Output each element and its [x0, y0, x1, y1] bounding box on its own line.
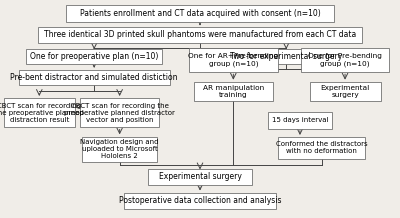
Text: AR manipulation
training: AR manipulation training [203, 85, 264, 98]
Text: Patients enrollment and CT data acquired with consent (n=10): Patients enrollment and CT data acquired… [80, 9, 320, 18]
FancyBboxPatch shape [80, 98, 159, 127]
FancyBboxPatch shape [18, 70, 170, 85]
FancyBboxPatch shape [66, 5, 334, 22]
FancyBboxPatch shape [194, 82, 273, 101]
FancyBboxPatch shape [26, 49, 162, 64]
Text: One for AR+Pre-bending
group (n=10): One for AR+Pre-bending group (n=10) [188, 53, 278, 67]
Text: Postoperative data collection and analysis: Postoperative data collection and analys… [119, 196, 281, 205]
Text: Conformed the distractors
with no deformation: Conformed the distractors with no deform… [276, 141, 367, 155]
Text: One for Pre-bending
group (n=10): One for Pre-bending group (n=10) [308, 53, 382, 67]
Text: CBCT scan for recording
the preoperative planned
distraction result: CBCT scan for recording the preoperative… [0, 103, 84, 123]
FancyBboxPatch shape [230, 49, 342, 64]
Text: 15 days interval: 15 days interval [272, 117, 328, 123]
FancyBboxPatch shape [4, 98, 75, 127]
FancyBboxPatch shape [278, 137, 365, 159]
FancyBboxPatch shape [82, 136, 157, 162]
Text: Navigation design and
uploaded to Microsoft
Hololens 2: Navigation design and uploaded to Micros… [80, 139, 159, 159]
Text: Three identical 3D printed skull phantoms were manufactured from each CT data: Three identical 3D printed skull phantom… [44, 30, 356, 39]
Text: One for preoperative plan (n=10): One for preoperative plan (n=10) [30, 52, 158, 61]
FancyBboxPatch shape [268, 112, 332, 129]
FancyBboxPatch shape [124, 193, 276, 209]
FancyBboxPatch shape [189, 48, 278, 72]
Text: Experimental
surgery: Experimental surgery [320, 85, 370, 98]
FancyBboxPatch shape [310, 82, 380, 101]
Text: Pre-bent distractor and simulated distiction: Pre-bent distractor and simulated distic… [10, 73, 178, 82]
Text: CBCT scan for recording the
preoperative planned distractor
vector and position: CBCT scan for recording the preoperative… [64, 103, 175, 123]
Text: Experimental surgery: Experimental surgery [158, 172, 242, 181]
Text: Two for experimental surgery: Two for experimental surgery [230, 52, 342, 61]
FancyBboxPatch shape [38, 27, 362, 43]
FancyBboxPatch shape [148, 169, 252, 185]
FancyBboxPatch shape [301, 48, 389, 72]
